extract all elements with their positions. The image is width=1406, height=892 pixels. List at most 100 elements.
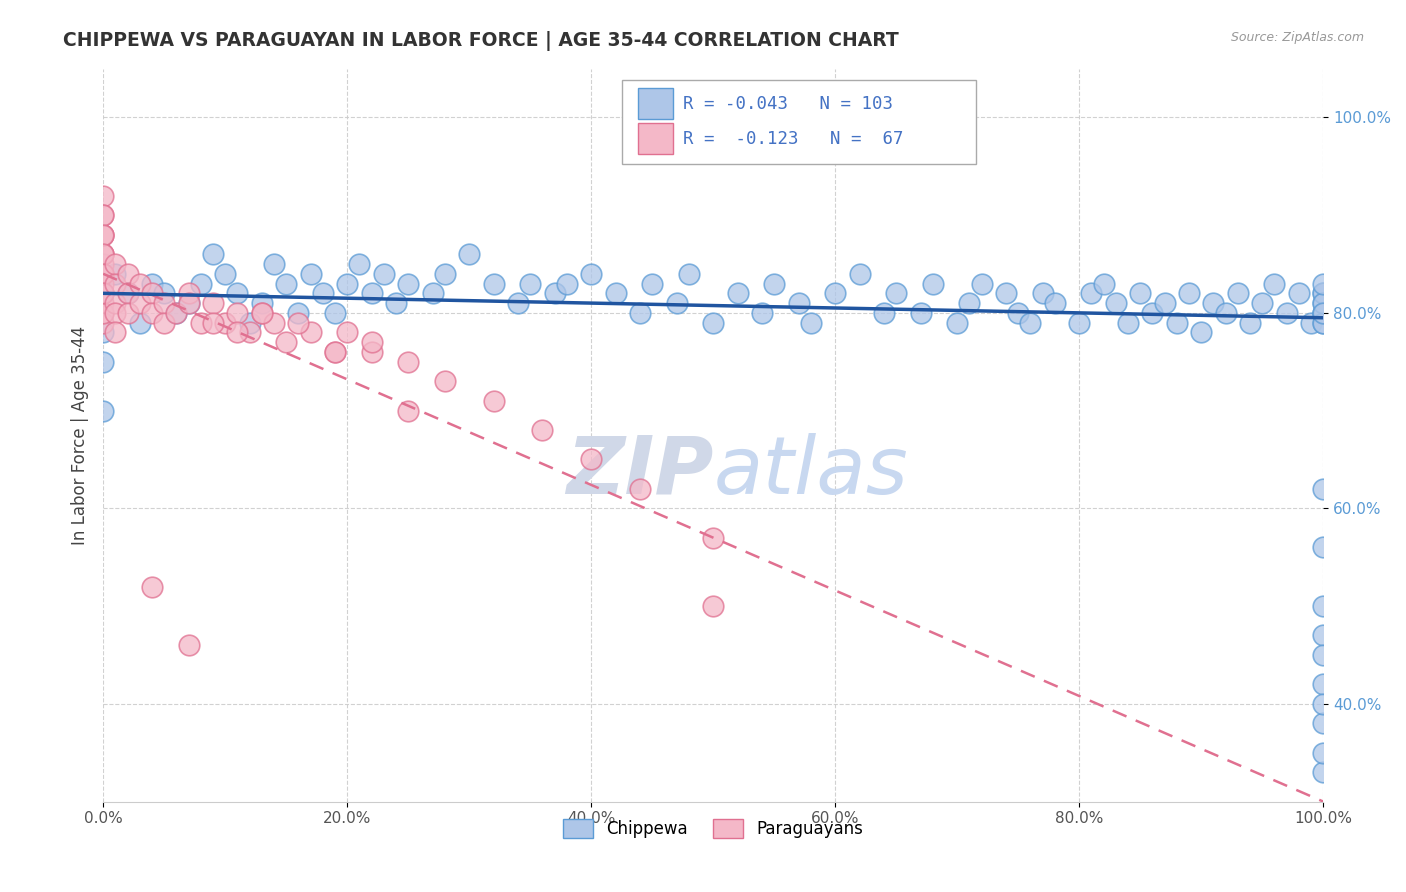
Point [91,247,114,261]
Point [519,277,541,291]
Point [153,296,176,310]
Point [506,296,529,310]
Point [323,306,346,320]
Text: Source: ZipAtlas.com: Source: ZipAtlas.com [1230,31,1364,45]
Point [1299,316,1322,330]
Point [91,286,114,301]
Text: R = -0.043   N = 103: R = -0.043 N = 103 [683,95,893,113]
Text: CHIPPEWA VS PARAGUAYAN IN LABOR FORCE | AGE 35-44 CORRELATION CHART: CHIPPEWA VS PARAGUAYAN IN LABOR FORCE | … [63,31,898,51]
Point [641,277,664,291]
Point [287,316,309,330]
Point [91,227,114,242]
Point [1312,306,1334,320]
Point [128,316,150,330]
Point [1069,316,1091,330]
Point [91,326,114,340]
Point [1312,296,1334,310]
Point [1105,296,1128,310]
Point [921,277,943,291]
Point [360,286,382,301]
Point [165,306,187,320]
Point [396,403,419,417]
Point [117,306,139,320]
Point [141,306,163,320]
Point [117,267,139,281]
Point [884,286,907,301]
Point [1312,316,1334,330]
Point [910,306,932,320]
Point [226,286,249,301]
Point [141,580,163,594]
Point [1080,286,1102,301]
Point [1166,316,1188,330]
Point [373,267,395,281]
Point [422,286,444,301]
Point [104,257,127,271]
Point [91,306,114,320]
Point [153,286,176,301]
Point [165,306,187,320]
Point [91,277,114,291]
Point [91,208,114,222]
Point [1312,697,1334,711]
Point [104,267,127,281]
Point [1226,286,1249,301]
Point [1215,306,1237,320]
Point [727,286,749,301]
Point [323,345,346,359]
Legend: Chippewa, Paraguayans: Chippewa, Paraguayans [557,812,870,845]
Point [128,296,150,310]
Point [226,326,249,340]
Point [848,267,870,281]
Point [1092,277,1115,291]
Point [1275,306,1298,320]
Point [1312,286,1334,301]
Point [628,482,651,496]
Point [800,316,823,330]
Point [177,286,200,301]
Text: R =  -0.123   N =  67: R = -0.123 N = 67 [683,129,903,147]
Point [1312,286,1334,301]
Point [91,247,114,261]
Point [250,306,273,320]
Point [433,267,456,281]
Point [1116,316,1139,330]
Point [605,286,627,301]
Point [91,267,114,281]
Point [201,247,224,261]
Point [214,267,236,281]
Point [276,277,298,291]
FancyBboxPatch shape [637,88,673,120]
Point [1312,541,1334,555]
Point [628,306,651,320]
Point [555,277,578,291]
Point [1263,277,1285,291]
Point [276,335,298,350]
Point [1202,296,1225,310]
Point [1007,306,1029,320]
Point [190,316,212,330]
Point [1153,296,1175,310]
Point [323,345,346,359]
Point [1019,316,1042,330]
Point [263,257,285,271]
Point [1189,326,1212,340]
Point [396,355,419,369]
Point [91,227,114,242]
Point [1312,277,1334,291]
Point [226,306,249,320]
Point [1312,648,1334,662]
Point [531,423,554,437]
Point [104,277,127,291]
Point [104,326,127,340]
Point [1312,306,1334,320]
Point [1129,286,1152,301]
FancyBboxPatch shape [621,79,976,164]
Point [299,326,322,340]
Point [396,277,419,291]
Point [336,277,359,291]
Point [787,296,810,310]
Point [141,277,163,291]
FancyBboxPatch shape [637,123,673,154]
Point [1312,628,1334,642]
